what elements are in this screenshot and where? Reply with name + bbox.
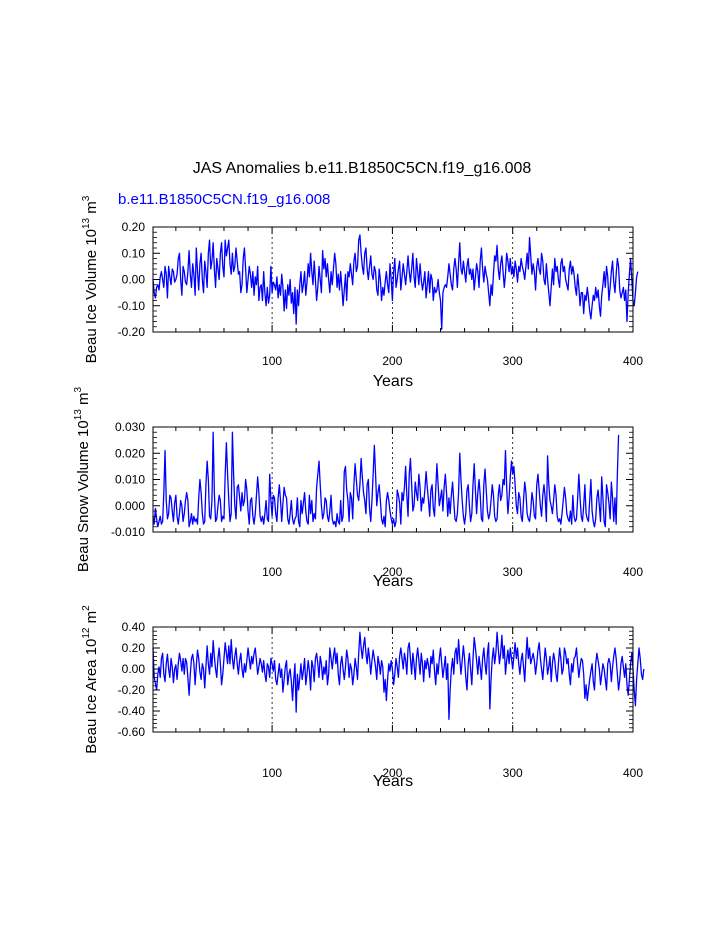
x-tick-label: 100 — [262, 766, 282, 780]
plot-frame — [152, 626, 634, 733]
y-tick-label: 0.000 — [115, 499, 145, 513]
y-tick-label: -0.10 — [118, 299, 146, 313]
series-line — [152, 431, 620, 528]
y-tick-label: 0.030 — [115, 420, 145, 434]
x-axis-title: Years — [373, 373, 413, 390]
y-tick-label: 0.10 — [122, 246, 146, 260]
y-axis-title: Beau Ice Volume 1013 m3 — [81, 195, 100, 363]
y-tick-label: 0.20 — [122, 220, 146, 234]
x-tick-label: 400 — [623, 766, 643, 780]
series-line — [152, 234, 639, 331]
x-axis-title: Years — [373, 773, 413, 790]
y-tick-label: 0.00 — [122, 662, 146, 676]
y-tick-label: -0.40 — [118, 704, 146, 718]
x-tick-label: 300 — [503, 766, 523, 780]
x-tick-label: 200 — [382, 354, 402, 368]
y-tick-label: -0.20 — [118, 683, 146, 697]
y-axis-title: Beau Ice Area 1012 m2 — [81, 605, 100, 754]
x-tick-label: 100 — [262, 565, 282, 579]
y-tick-label: 0.020 — [115, 446, 145, 460]
y-tick-label: -0.20 — [118, 325, 146, 339]
chart-title: JAS Anomalies b.e11.B1850C5CN.f19_g16.00… — [193, 160, 532, 177]
chart-subtitle: b.e11.B1850C5CN.f19_g16.008 — [118, 191, 330, 208]
x-tick-label: 300 — [503, 354, 523, 368]
y-tick-label: 0.40 — [122, 620, 146, 634]
y-tick-label: 0.20 — [122, 641, 146, 655]
y-tick-label: 0.00 — [122, 273, 146, 287]
panel-ice-volume: -0.20 -0.10 0.00 0.10 0.20 100 200 300 400 Years B… — [81, 195, 643, 390]
panel-snow-volume: -0.010 0.000 0.010 0.020 0.030 100 200 300 400 Ye… — [73, 386, 643, 590]
y-tick-label: -0.60 — [118, 725, 146, 739]
series-line — [152, 631, 645, 721]
x-tick-label: 200 — [382, 565, 402, 579]
x-tick-label: 400 — [623, 565, 643, 579]
y-axis-title: Beau Snow Volume 1013 m3 — [73, 386, 92, 572]
x-axis-title: Years — [373, 573, 413, 590]
panel-ice-area: -0.60 -0.40 -0.20 0.00 0.20 0.40 100 200 300 400 Y… — [81, 605, 645, 790]
y-tick-label: 0.010 — [115, 473, 145, 487]
x-tick-label: 400 — [623, 354, 643, 368]
x-tick-label: 300 — [503, 565, 523, 579]
x-tick-label: 100 — [262, 354, 282, 368]
y-tick-label: -0.010 — [111, 525, 145, 539]
x-tick-label: 200 — [382, 766, 402, 780]
